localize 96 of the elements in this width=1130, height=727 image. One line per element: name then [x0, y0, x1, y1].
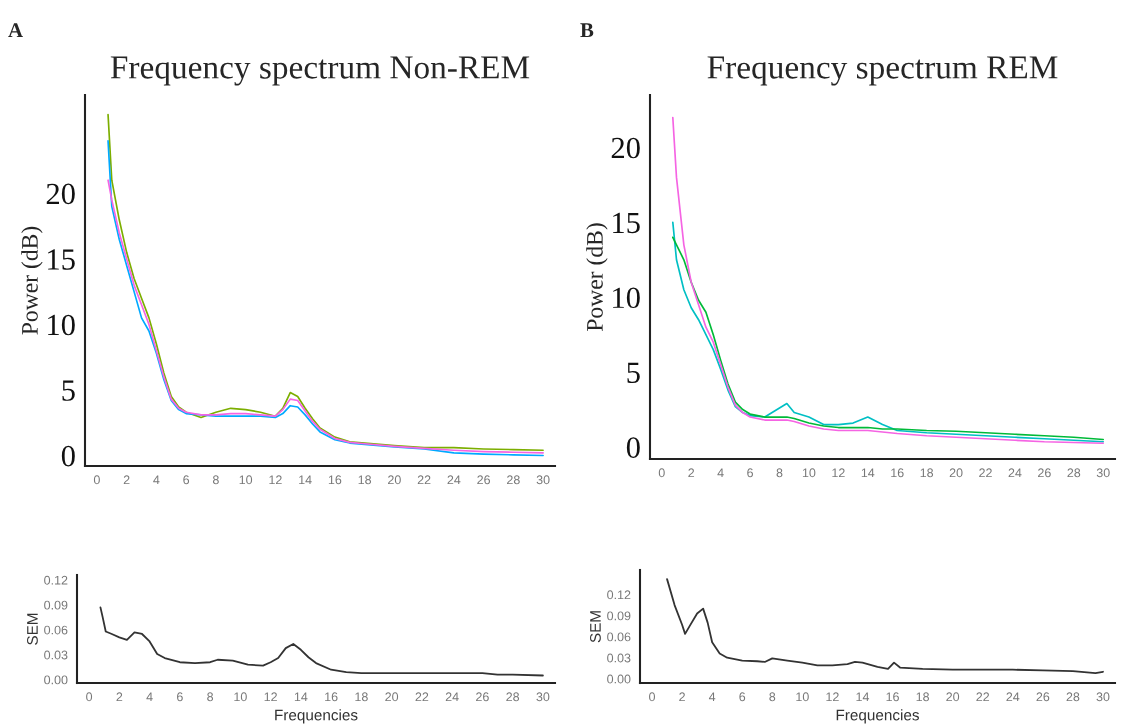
x-tick-label: 18 [920, 468, 934, 478]
x-tick-label: 8 [776, 468, 783, 478]
y-tick-label: 15 [48, 249, 75, 270]
y-tick-label: 20 [46, 183, 75, 205]
line-series [666, 578, 1104, 675]
x-tick-label: 12 [826, 692, 839, 702]
y-tick-label: 15 [613, 212, 640, 234]
x-tick-label: 4 [146, 692, 153, 702]
line-series [99, 606, 544, 677]
x-tick-label: 14 [294, 692, 308, 702]
x-tick-label: 26 [1036, 692, 1050, 702]
x-tick-label: 4 [153, 475, 160, 485]
x-axis-title: Frequencies [275, 709, 358, 724]
x-tick-label: 12 [832, 468, 845, 478]
x-tick-label: 26 [477, 475, 491, 485]
x-tick-label: 30 [536, 475, 550, 485]
x-tick-label: 0 [86, 692, 93, 702]
x-tick-label: 30 [536, 692, 550, 702]
x-tick-label: 2 [679, 692, 685, 702]
x-tick-label: 12 [264, 692, 277, 702]
x-tick-label: 0 [658, 468, 665, 478]
x-tick-label: 6 [739, 692, 746, 702]
x-tick-label: 16 [891, 468, 904, 478]
text: A [8, 23, 23, 38]
x-tick-label: 18 [355, 692, 368, 702]
y-tick-label: 0.09 [607, 611, 631, 621]
x-tick-label: 22 [415, 692, 429, 702]
x-tick-label: 22 [976, 692, 990, 702]
y-tick-label: 20 [611, 137, 640, 159]
x-tick-label: 8 [212, 475, 219, 485]
x-tick-label: 26 [1038, 468, 1051, 478]
chart-title: Frequency spectrum Non-REM [110, 56, 530, 86]
x-tick-label: 6 [747, 468, 753, 478]
y-axis-title: SEM [590, 611, 601, 643]
x-tick-label: 18 [358, 475, 372, 485]
x-tick-label: 10 [234, 692, 247, 702]
y-tick-label: 0.09 [44, 600, 68, 610]
x-tick-label: 16 [325, 692, 338, 702]
x-tick-label: 28 [1066, 692, 1080, 702]
x-tick-label: 2 [123, 475, 130, 485]
x-axis-title: Frequencies [836, 709, 919, 724]
x-tick-label: 28 [506, 692, 520, 702]
x-tick-label: 12 [269, 475, 282, 485]
text: B [580, 23, 594, 38]
y-axis-title: Power (dB) [586, 223, 608, 332]
x-tick-label: 16 [328, 475, 342, 485]
x-tick-label: 28 [1067, 468, 1081, 478]
x-tick-label: 28 [507, 475, 520, 485]
y-tick-label: 0.00 [44, 675, 68, 685]
x-tick-label: 20 [385, 692, 399, 702]
y-tick-label: 10 [48, 314, 75, 336]
y-tick-label: 0.03 [44, 650, 68, 660]
x-tick-label: 26 [476, 692, 489, 702]
y-tick-label: 0.06 [44, 625, 68, 635]
y-tick-label: 0 [626, 437, 640, 458]
x-tick-label: 24 [1008, 468, 1022, 478]
x-tick-label: 16 [886, 692, 899, 702]
x-tick-label: 14 [299, 475, 312, 485]
x-tick-label: 4 [717, 468, 724, 478]
y-tick-label: 0.12 [44, 575, 68, 585]
x-tick-label: 10 [796, 692, 809, 702]
y-tick-label: 5 [62, 380, 75, 401]
y-tick-label: 0.06 [607, 632, 631, 642]
x-tick-label: 8 [207, 692, 214, 702]
x-tick-label: 0 [93, 475, 100, 485]
line-series [671, 116, 1105, 445]
x-tick-label: 20 [949, 468, 963, 478]
y-axis-title: Power (dB) [21, 226, 43, 335]
x-tick-label: 22 [979, 468, 992, 478]
y-axis-title: SEM [27, 613, 38, 645]
x-tick-label: 8 [769, 692, 776, 702]
x-tick-label: 4 [708, 692, 716, 702]
x-tick-label: 24 [447, 475, 461, 485]
x-tick-label: 20 [946, 692, 960, 702]
y-tick-label: 0.03 [607, 653, 631, 663]
y-tick-label: 0.12 [607, 590, 631, 600]
x-tick-label: 2 [688, 468, 695, 478]
x-tick-label: 6 [183, 475, 190, 485]
x-tick-label: 10 [802, 468, 816, 478]
x-tick-label: 6 [177, 692, 183, 702]
x-tick-label: 14 [856, 692, 870, 702]
x-tick-label: 2 [116, 692, 123, 702]
y-tick-label: 10 [613, 287, 640, 309]
x-tick-label: 18 [916, 692, 929, 702]
x-tick-label: 0 [649, 692, 656, 702]
y-tick-label: 5 [627, 362, 640, 384]
x-tick-label: 30 [1096, 468, 1110, 478]
chart-title: Frequency spectrum REM [707, 56, 1058, 86]
x-tick-label: 24 [1006, 692, 1020, 702]
x-tick-label: 14 [861, 468, 875, 478]
y-tick-label: 0.00 [607, 674, 631, 684]
x-tick-label: 30 [1096, 692, 1110, 702]
x-tick-label: 20 [388, 475, 401, 485]
x-tick-label: 24 [445, 692, 459, 702]
x-tick-label: 10 [239, 475, 253, 485]
x-tick-label: 22 [417, 475, 431, 485]
